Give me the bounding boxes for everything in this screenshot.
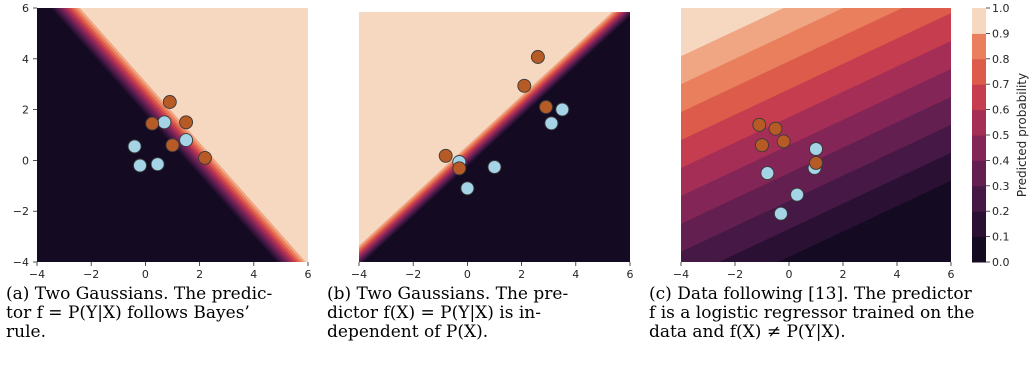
point-dark-3	[165, 138, 180, 153]
colorbar-tick-label: 0.4	[992, 154, 1010, 167]
panel-b: −4 −2 0 2 4 6	[351, 12, 634, 281]
point-light-3	[544, 116, 559, 131]
colorbar-segment-9	[972, 8, 986, 34]
colorbar-tick-label: 0.8	[992, 53, 1010, 66]
point-dark-3	[776, 134, 791, 149]
x-tick-label: −4	[29, 268, 45, 281]
colorbar-tick-label: 0.5	[992, 129, 1010, 142]
x-tick-label: 6	[305, 268, 312, 281]
point-dark-1	[755, 138, 769, 153]
point-dark-1	[517, 78, 532, 93]
x-tick-label: 0	[142, 268, 149, 281]
panel-a: −4 −2 0 2 4 6 −4 −2 0 2 4 6	[13, 2, 312, 281]
x-tick-label: 6	[948, 268, 955, 281]
x-tick-label: 0	[464, 268, 471, 281]
colorbar-segment-0	[972, 236, 986, 263]
point-light-1	[460, 181, 475, 196]
x-tick-label: −2	[727, 268, 743, 281]
colorbar-segment-1	[972, 211, 986, 238]
colorbar-segment-2	[972, 185, 986, 212]
colorbar-segment-8	[972, 33, 986, 60]
x-tick-label: 2	[196, 268, 203, 281]
colorbar-tick-label: 1.0	[992, 2, 1010, 15]
x-tick-label: −2	[83, 268, 99, 281]
point-dark-1	[145, 116, 160, 131]
point-dark-0	[162, 95, 177, 109]
caption-a: (a) Two Gaussians. The predic- tor f = P…	[6, 284, 273, 342]
point-dark-0	[752, 117, 767, 132]
point-dark-4	[198, 150, 212, 165]
x-tick-label: 4	[894, 268, 901, 281]
point-light-2	[487, 160, 502, 174]
point-dark-2	[768, 121, 783, 136]
x-tick-label: 4	[572, 268, 579, 281]
panel-c: −4 −2 0 2 4 6	[673, 8, 955, 281]
point-light-0	[760, 166, 775, 181]
x-tick-label: 2	[518, 268, 525, 281]
x-tick-label: −2	[405, 268, 421, 281]
colorbar-tick-label: 0.1	[992, 231, 1010, 244]
x-tick-label: −4	[351, 268, 367, 281]
point-light-2	[773, 206, 788, 221]
colorbar-tick-label: 0.9	[992, 27, 1010, 40]
y-tick-label: 2	[22, 104, 29, 117]
colorbar-tick-label: 0.0	[992, 256, 1010, 269]
point-dark-0	[530, 50, 545, 64]
x-tick-label: −4	[673, 268, 689, 281]
colorbar-segment-6	[972, 84, 986, 111]
point-light-1	[790, 187, 805, 202]
colorbar-segment-4	[972, 135, 986, 161]
colorbar-label: Predicted probability	[1015, 73, 1029, 197]
y-tick-label: −4	[13, 256, 29, 269]
caption-b: (b) Two Gaussians. The pre- dictor f(X) …	[327, 284, 569, 342]
x-tick-label: 6	[627, 268, 634, 281]
colorbar-segment-5	[972, 109, 986, 136]
y-tick-label: 4	[22, 53, 29, 66]
colorbar: 0.0 0.1 0.2 0.3 0.4 0.5 0.6 0.7 0.8 0.9 1.0 Predict…	[972, 2, 1029, 269]
point-light-4	[179, 133, 194, 148]
y-tick-label: −2	[13, 205, 29, 218]
point-dark-2	[539, 100, 553, 114]
colorbar-tick-label: 0.2	[992, 205, 1010, 218]
x-tick-label: 4	[250, 268, 257, 281]
colorbar-segment-3	[972, 160, 986, 187]
colorbar-tick-label: 0.3	[992, 180, 1010, 193]
colorbar-segment-7	[972, 58, 986, 85]
point-dark-3	[438, 148, 453, 163]
point-light-0	[127, 139, 142, 154]
point-light-3	[157, 115, 172, 130]
point-dark-4	[452, 161, 467, 176]
contour-band-10	[79, 8, 308, 262]
caption-c: (c) Data following [13]. The predictor f…	[649, 284, 975, 342]
colorbar-tick-label: 0.7	[992, 78, 1010, 91]
point-light-3	[809, 142, 823, 156]
contour-band-10	[681, 8, 784, 57]
point-light-4	[555, 102, 570, 117]
point-light-1	[133, 158, 147, 173]
point-light-2	[150, 157, 165, 172]
y-tick-label: 0	[22, 154, 29, 167]
x-tick-label: 2	[840, 268, 847, 281]
y-tick-label: 6	[22, 2, 29, 15]
contour-band-10	[359, 12, 613, 246]
point-dark-2	[179, 115, 194, 130]
point-dark-4	[809, 155, 823, 170]
x-tick-label: 0	[786, 268, 793, 281]
colorbar-tick-label: 0.6	[992, 104, 1010, 117]
